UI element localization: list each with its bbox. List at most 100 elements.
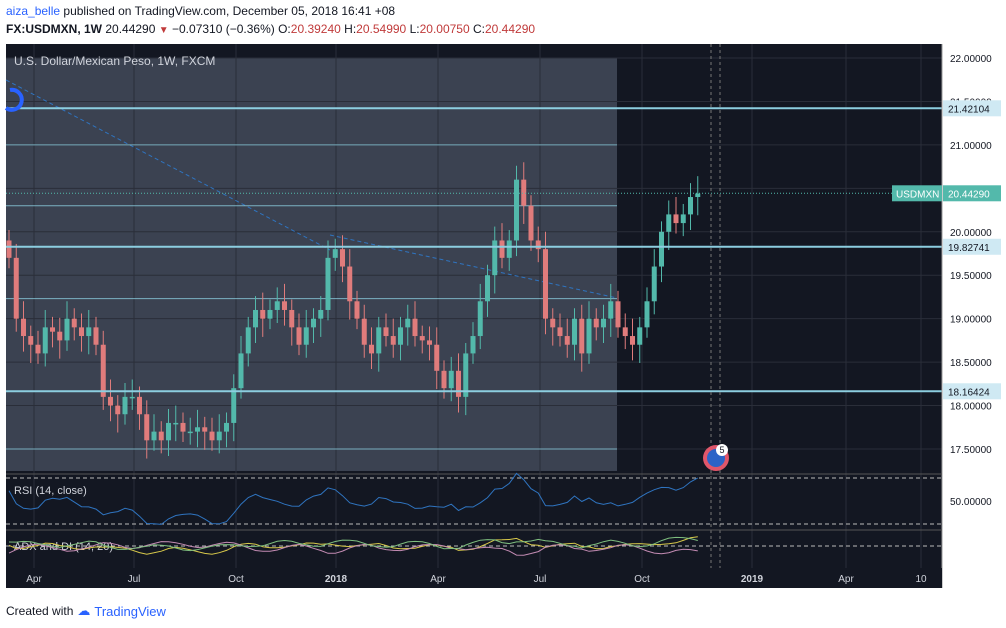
level-label: 18.16424 <box>948 387 990 398</box>
candle <box>274 301 280 310</box>
candle <box>390 336 396 345</box>
time-tick: Apr <box>430 574 446 585</box>
candle <box>637 327 643 345</box>
time-tick: Oct <box>634 574 650 585</box>
candle <box>166 422 171 441</box>
candle <box>311 318 316 328</box>
candle <box>434 344 440 371</box>
high-value: 20.54990 <box>356 22 407 36</box>
candle <box>666 214 672 232</box>
rsi-line <box>8 472 699 525</box>
candle <box>398 327 403 345</box>
level-tag <box>943 238 1001 255</box>
event-badge-count: 5 <box>719 445 724 455</box>
candle <box>35 344 41 354</box>
candle <box>586 318 592 354</box>
adx-line <box>8 536 698 555</box>
candle <box>506 240 512 258</box>
candle <box>93 327 99 345</box>
author-link[interactable]: aiza_belle <box>6 4 61 18</box>
candle <box>253 309 258 328</box>
price-tick: 19.00000 <box>950 315 992 326</box>
chart-canvas[interactable]: U.S. Dollar/Mexican Peso, 1W, FXCM 22.00… <box>0 40 1006 592</box>
price-levels[interactable] <box>6 107 942 393</box>
price-tick: 20.00000 <box>950 228 992 239</box>
candle <box>485 275 490 302</box>
time-axis[interactable] <box>6 568 942 588</box>
candle <box>601 318 606 328</box>
footer: Created with ☁ TradingView <box>6 603 166 619</box>
trendline[interactable] <box>5 79 331 251</box>
level-label: 19.82741 <box>948 243 990 254</box>
time-tick: Jul <box>534 574 547 585</box>
shaded-zone <box>6 58 617 471</box>
price-tick: 18.00000 <box>950 402 992 413</box>
candle <box>173 422 179 425</box>
close-value: 20.44290 <box>485 22 536 36</box>
last-price: 20.44290 <box>105 22 156 36</box>
time-tick: 2019 <box>741 574 764 585</box>
rsi-label: RSI (14, close) <box>14 485 87 497</box>
time-tick: 2018 <box>325 574 348 585</box>
close-label: C: <box>473 22 485 36</box>
candle <box>644 301 650 328</box>
tradingview-brand[interactable]: TradingView <box>94 603 166 619</box>
candle <box>224 422 229 432</box>
candle <box>492 240 498 276</box>
candle <box>115 405 121 415</box>
candle <box>354 301 360 319</box>
candle <box>448 370 454 389</box>
low-label: L: <box>409 22 420 36</box>
candle <box>180 422 186 432</box>
drawing-handle-icon[interactable] <box>4 87 24 112</box>
event-flag-icon[interactable]: 5 <box>703 444 729 471</box>
candle <box>158 431 164 441</box>
candle <box>108 396 113 406</box>
candle <box>50 327 55 332</box>
candle <box>456 370 461 397</box>
candle <box>296 327 302 345</box>
publish-line: aiza_belle published on TradingView.com,… <box>6 4 395 18</box>
candle <box>688 197 693 215</box>
time-tick: Oct <box>228 574 244 585</box>
candle <box>144 414 150 441</box>
price-tick: 17.50000 <box>950 445 992 456</box>
candle <box>6 240 12 258</box>
candle <box>86 327 92 337</box>
candle <box>325 257 331 310</box>
candle <box>100 344 106 397</box>
candle <box>79 327 84 337</box>
current-symbol: USDMXN <box>896 189 939 200</box>
candle <box>405 318 411 328</box>
current-symbol-tag <box>892 185 942 202</box>
candle <box>412 318 418 337</box>
price-axis[interactable] <box>942 44 1006 588</box>
price-tick: 22.00000 <box>950 54 992 65</box>
current-price-tag <box>943 185 1001 202</box>
candle <box>57 331 63 341</box>
candle <box>376 327 382 354</box>
candle <box>260 309 266 319</box>
publish-info: published on TradingView.com, December 0… <box>63 4 396 18</box>
high-label: H: <box>344 22 357 36</box>
symbol-label: FX:USDMXN, 1W <box>6 22 102 36</box>
rsi-tick: 50.00000 <box>950 497 992 508</box>
candle <box>680 214 686 224</box>
change-value: −0.07310 (−0.36%) <box>172 22 275 36</box>
candle <box>195 427 200 432</box>
candle <box>361 318 367 345</box>
candle <box>21 318 26 337</box>
level-label: 21.42104 <box>948 104 990 115</box>
candle <box>470 336 476 354</box>
candle <box>695 193 701 198</box>
candle <box>463 353 469 397</box>
price-tick: 18.50000 <box>950 358 992 369</box>
candle <box>535 240 541 250</box>
time-tick: Jul <box>128 574 141 585</box>
candle <box>427 340 432 345</box>
candle <box>659 231 664 267</box>
candle <box>332 249 338 258</box>
open-value: 20.39240 <box>290 22 341 36</box>
down-arrow-icon: ▼ <box>158 25 169 36</box>
candle <box>187 431 193 434</box>
